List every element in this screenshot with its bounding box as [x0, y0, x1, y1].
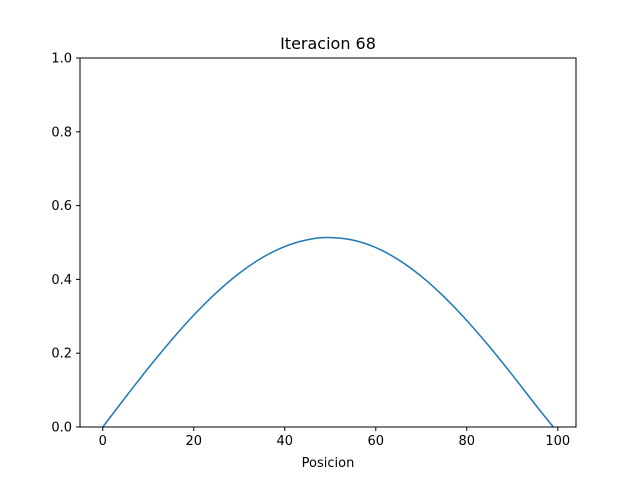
x-tick-label: 100	[545, 434, 570, 449]
y-tick-label: 0.2	[51, 347, 72, 362]
y-axis-ticks: 0.0 0.2 0.4 0.6 0.8 1.0	[51, 52, 80, 436]
plot-area	[80, 58, 576, 427]
y-tick-label: 0.6	[51, 199, 72, 214]
x-axis-ticks: 0 20 40 60 80 100	[99, 427, 570, 449]
series-line-perfil	[102, 236, 554, 428]
x-tick-label: 20	[185, 434, 202, 449]
x-tick-label: 0	[99, 434, 107, 449]
y-tick-label: 0.4	[51, 273, 72, 288]
y-tick-label: 0.0	[51, 421, 72, 436]
x-axis-title: Posicion	[302, 456, 355, 471]
y-tick-label: 0.8	[51, 125, 72, 140]
y-tick-label: 1.0	[51, 52, 72, 67]
chart-title: Iteracion 68	[280, 34, 376, 53]
x-tick-label: 80	[459, 434, 476, 449]
plot-frame	[79, 57, 577, 428]
x-tick-label: 60	[368, 434, 385, 449]
x-tick-label: 40	[276, 434, 293, 449]
